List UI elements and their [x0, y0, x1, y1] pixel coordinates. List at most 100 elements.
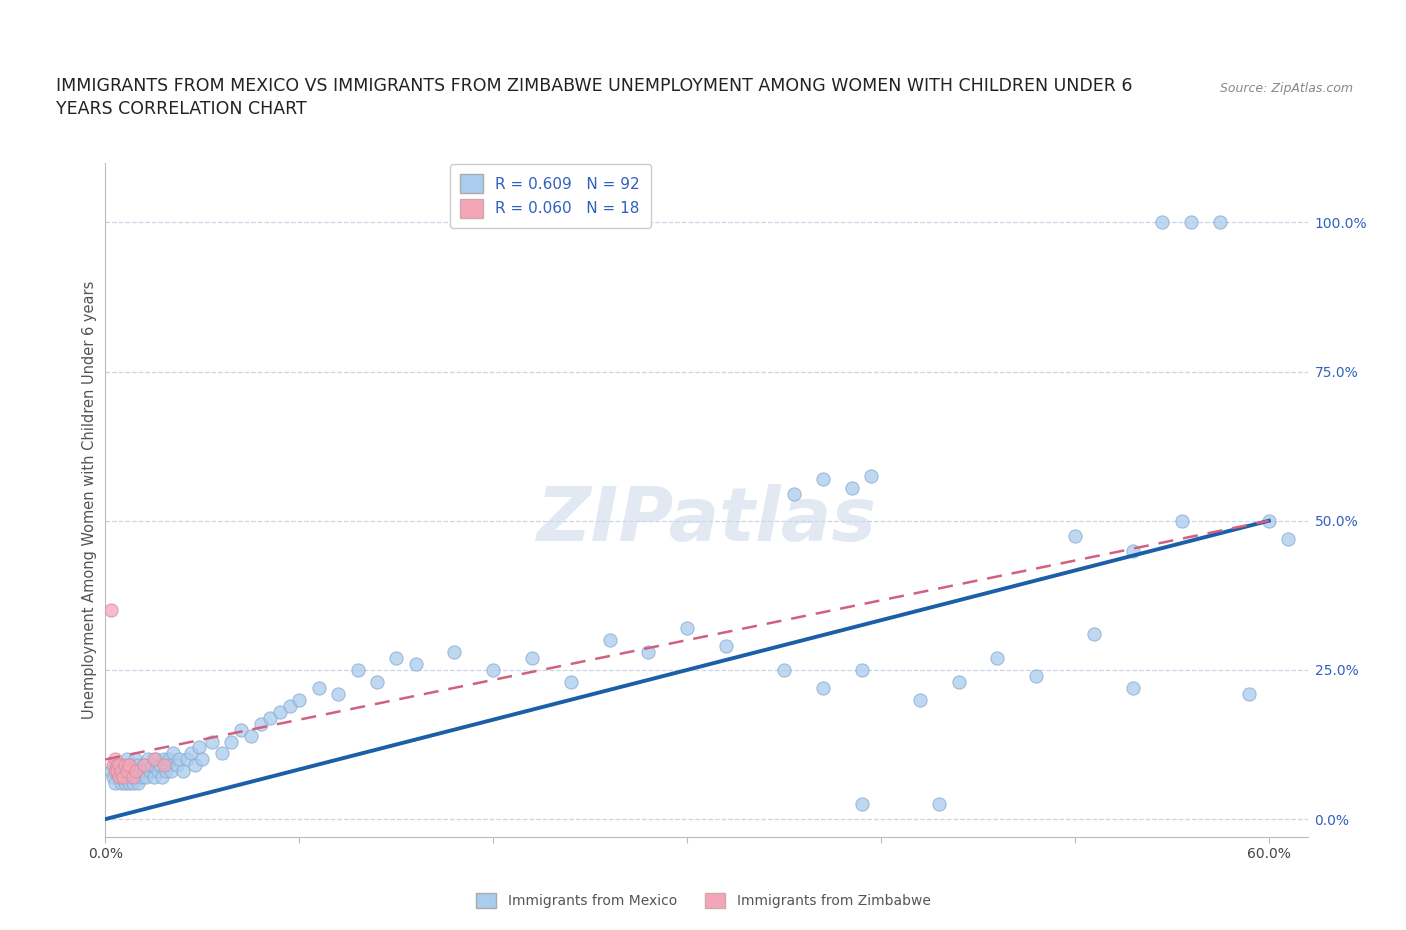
Point [104, 776, 127, 790]
Point [326, 686, 349, 701]
Point [149, 758, 172, 773]
Point [986, 651, 1008, 666]
Point [118, 758, 141, 773]
Point [142, 770, 165, 785]
Text: ZIPatlas: ZIPatlas [537, 484, 876, 556]
Point [443, 644, 465, 659]
Point [1152, 215, 1174, 230]
Point [120, 770, 142, 785]
Point [100, 603, 122, 618]
Point [249, 716, 271, 731]
Point [714, 639, 737, 654]
Point [111, 758, 134, 773]
Point [142, 752, 165, 767]
Point [159, 752, 181, 767]
Point [145, 752, 167, 767]
Point [105, 764, 128, 778]
Point [104, 764, 127, 778]
Text: YEARS CORRELATION CHART: YEARS CORRELATION CHART [56, 100, 307, 118]
Point [124, 752, 146, 767]
Point [114, 764, 136, 778]
Point [125, 764, 148, 778]
Point [127, 758, 149, 773]
Legend: Immigrants from Mexico, Immigrants from Zimbabwe: Immigrants from Mexico, Immigrants from … [470, 888, 936, 914]
Point [1170, 513, 1192, 528]
Point [162, 746, 184, 761]
Point [211, 746, 233, 761]
Point [773, 662, 796, 677]
Point [118, 776, 141, 790]
Point [928, 797, 950, 812]
Point [385, 651, 408, 666]
Point [105, 764, 128, 778]
Point [115, 752, 138, 767]
Point [1122, 543, 1144, 558]
Point [121, 770, 143, 785]
Point [135, 770, 157, 785]
Point [108, 758, 131, 773]
Point [221, 734, 243, 749]
Point [269, 704, 291, 719]
Point [1025, 669, 1047, 684]
Point [166, 758, 188, 773]
Point [105, 758, 128, 773]
Point [111, 770, 134, 785]
Point [851, 662, 873, 677]
Point [860, 469, 883, 484]
Point [288, 692, 311, 707]
Legend: R = 0.609   N = 92, R = 0.060   N = 18: R = 0.609 N = 92, R = 0.060 N = 18 [450, 164, 651, 229]
Point [121, 758, 143, 773]
Point [155, 764, 177, 778]
Point [114, 758, 136, 773]
Point [160, 764, 183, 778]
Point [187, 740, 209, 755]
Point [346, 662, 368, 677]
Point [103, 758, 125, 773]
Point [259, 711, 281, 725]
Point [114, 776, 136, 790]
Text: IMMIGRANTS FROM MEXICO VS IMMIGRANTS FROM ZIMBABWE UNEMPLOYMENT AMONG WOMEN WITH: IMMIGRANTS FROM MEXICO VS IMMIGRANTS FRO… [56, 77, 1133, 95]
Point [150, 770, 173, 785]
Point [176, 752, 198, 767]
Point [908, 692, 931, 707]
Point [111, 770, 134, 785]
Point [201, 734, 224, 749]
Point [110, 776, 132, 790]
Point [124, 770, 146, 785]
Point [118, 758, 141, 773]
Point [104, 752, 127, 767]
Point [560, 674, 582, 689]
Point [948, 674, 970, 689]
Point [1180, 215, 1202, 230]
Text: Source: ZipAtlas.com: Source: ZipAtlas.com [1219, 82, 1353, 95]
Point [811, 472, 834, 486]
Point [136, 752, 159, 767]
Point [366, 674, 388, 689]
Point [152, 752, 174, 767]
Point [1209, 215, 1232, 230]
Point [139, 764, 162, 778]
Point [121, 776, 143, 790]
Point [841, 481, 863, 496]
Point [120, 764, 142, 778]
Point [110, 764, 132, 778]
Point [152, 758, 174, 773]
Point [125, 770, 148, 785]
Point [1064, 528, 1087, 543]
Point [1122, 681, 1144, 696]
Point [1257, 513, 1279, 528]
Point [1083, 627, 1105, 642]
Point [482, 662, 505, 677]
Point [1239, 686, 1261, 701]
Point [131, 770, 153, 785]
Point [115, 770, 138, 785]
Point [183, 758, 205, 773]
Point [125, 764, 148, 778]
Point [129, 764, 152, 778]
Point [127, 776, 149, 790]
Point [108, 758, 131, 773]
Point [134, 764, 156, 778]
Point [103, 770, 125, 785]
Point [520, 651, 543, 666]
Point [180, 746, 202, 761]
